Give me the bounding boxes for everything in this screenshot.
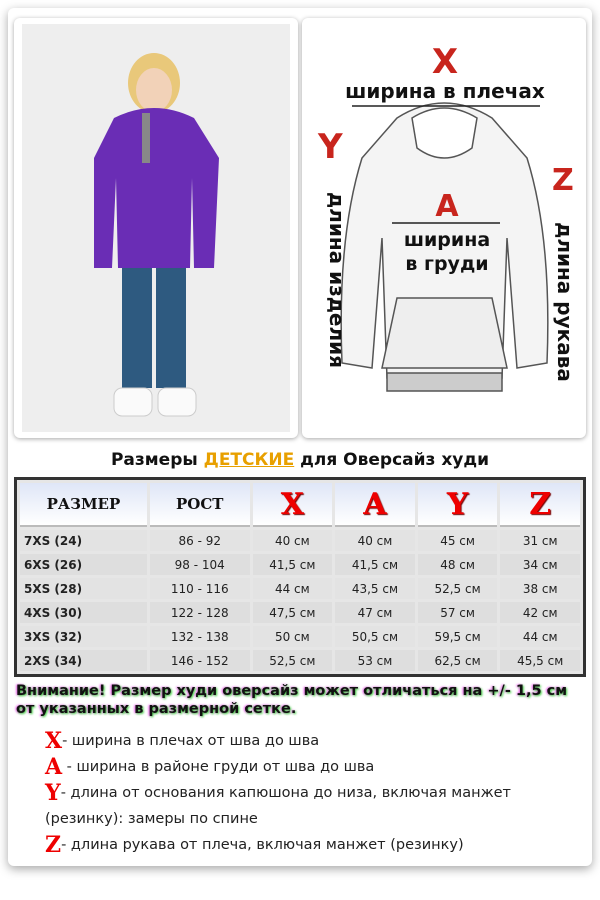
table-cell: 34 см — [500, 554, 580, 575]
z-letter: Z — [552, 163, 574, 198]
x-letter: X — [432, 42, 458, 82]
table-cell: 44 см — [500, 626, 580, 647]
hoodie-outline-icon — [340, 102, 549, 392]
title-suffix: для Оверсайз худи — [300, 450, 490, 470]
table-cell: 31 см — [500, 530, 580, 551]
table-cell: 146 - 152 — [149, 650, 250, 671]
legend-letter: A — [45, 754, 63, 780]
size-table: РАЗМЕР РОСТ X A Y Z 7XS (24) 86 - 92 40 см… — [14, 477, 586, 677]
table-cell: 98 - 104 — [149, 554, 250, 575]
table-cell: 7XS (24) — [20, 530, 147, 551]
table-cell: 42 см — [500, 602, 580, 623]
legend: X- ширина в плечах от шва до шва A - шир… — [45, 728, 565, 858]
legend-letter: Y — [45, 780, 61, 806]
legend-text: - длина рукава от плеча, включая манжет … — [61, 837, 464, 853]
legend-item-x: X- ширина в плечах от шва до шва — [45, 728, 565, 754]
a-label-2: в груди — [405, 253, 488, 275]
legend-item-z: Z- длина рукава от плеча, включая манжет… — [45, 832, 565, 858]
table-header-row: РАЗМЕР РОСТ X A Y Z — [20, 483, 580, 527]
legend-text: - ширина в плечах от шва до шва — [62, 733, 320, 749]
table-cell: 40 см — [335, 530, 415, 551]
table-cell: 122 - 128 — [149, 602, 250, 623]
table-cell: 4XS (30) — [20, 602, 147, 623]
table-cell: 48 см — [417, 554, 498, 575]
table-cell: 44 см — [252, 578, 333, 599]
chart-title: Размеры ДЕТСКИЕ для Оверсайз худи — [0, 450, 600, 470]
x-label: ширина в плечах — [345, 79, 545, 103]
table-row: 3XS (32) 132 - 138 50 см 50,5 см 59,5 см 44 с… — [20, 626, 580, 647]
table-cell: 40 см — [252, 530, 333, 551]
table-cell: 2XS (34) — [20, 650, 147, 671]
y-letter: Y — [317, 127, 343, 167]
header-a: A — [335, 483, 415, 527]
header-size: РАЗМЕР — [20, 483, 147, 527]
header-x: X — [252, 483, 333, 527]
legend-text: - длина от основания капюшона до низа, в… — [45, 785, 512, 827]
measurement-diagram: X ширина в плечах Y длина изделия Z длин… — [302, 18, 586, 438]
table-cell: 47 см — [335, 602, 415, 623]
table-cell: 47,5 см — [252, 602, 333, 623]
table-cell: 45 см — [417, 530, 498, 551]
header-y: Y — [417, 483, 498, 527]
legend-item-a: A - ширина в районе груди от шва до шва — [45, 754, 565, 780]
y-label: длина изделия — [325, 192, 349, 368]
a-label-1: ширина — [404, 229, 490, 251]
table-cell: 53 см — [335, 650, 415, 671]
header-z: Z — [500, 483, 580, 527]
title-prefix: Размеры — [110, 450, 198, 470]
table-cell: 6XS (26) — [20, 554, 147, 575]
table-cell: 41,5 см — [252, 554, 333, 575]
table-cell: 3XS (32) — [20, 626, 147, 647]
table-row: 6XS (26) 98 - 104 41,5 см 41,5 см 48 см 34 см — [20, 554, 580, 575]
table-cell: 45,5 см — [500, 650, 580, 671]
z-label: длина рукава — [553, 222, 577, 382]
table-cell: 132 - 138 — [149, 626, 250, 647]
table-cell: 50,5 см — [335, 626, 415, 647]
product-photo — [14, 18, 298, 438]
child-hoodie-photo — [22, 24, 290, 432]
legend-text: - ширина в районе груди от шва до шва — [62, 759, 375, 775]
table-row: 5XS (28) 110 - 116 44 см 43,5 см 52,5 см 38 с… — [20, 578, 580, 599]
table-cell: 59,5 см — [417, 626, 498, 647]
header-height: РОСТ — [149, 483, 250, 527]
table-cell: 52,5 см — [252, 650, 333, 671]
legend-letter: Z — [45, 832, 62, 858]
table-cell: 57 см — [417, 602, 498, 623]
table-cell: 50 см — [252, 626, 333, 647]
table-cell: 38 см — [500, 578, 580, 599]
table-row: 2XS (34) 146 - 152 52,5 см 53 см 62,5 см 45,5… — [20, 650, 580, 671]
table-cell: 110 - 116 — [149, 578, 250, 599]
table-cell: 41,5 см — [335, 554, 415, 575]
legend-letter: X — [45, 728, 63, 754]
table-cell: 86 - 92 — [149, 530, 250, 551]
a-letter: A — [435, 189, 459, 224]
warning-text: Внимание! Размер худи оверсайз может отл… — [16, 683, 568, 717]
table-row: 7XS (24) 86 - 92 40 см 40 см 45 см 31 см — [20, 530, 580, 551]
table-cell: 52,5 см — [417, 578, 498, 599]
table-row: 4XS (30) 122 - 128 47,5 см 47 см 57 см 42 см — [20, 602, 580, 623]
table-cell: 5XS (28) — [20, 578, 147, 599]
table-cell: 62,5 см — [417, 650, 498, 671]
title-highlight: ДЕТСКИЕ — [203, 450, 295, 470]
legend-item-y: Y- длина от основания капюшона до низа, … — [45, 780, 565, 832]
table-cell: 43,5 см — [335, 578, 415, 599]
